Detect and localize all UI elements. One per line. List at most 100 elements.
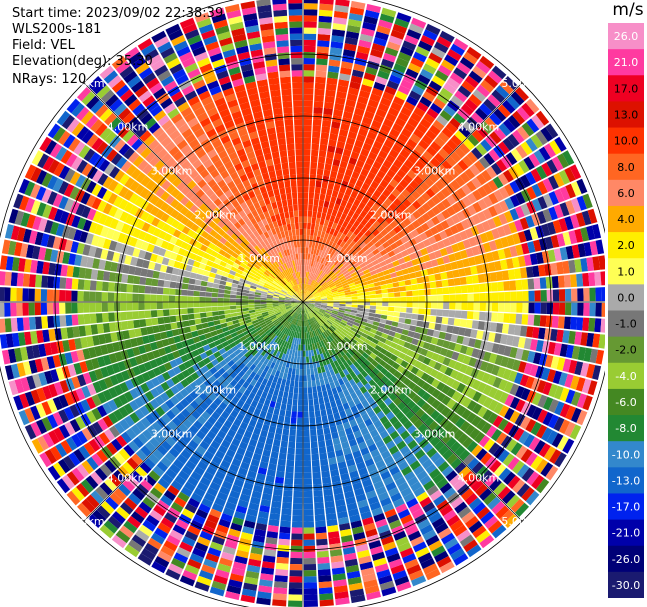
velocity-gate bbox=[417, 423, 428, 434]
velocity-gate bbox=[375, 108, 387, 118]
velocity-gate bbox=[151, 278, 159, 287]
velocity-gate bbox=[47, 276, 55, 289]
velocity-gate bbox=[303, 204, 308, 211]
velocity-gate bbox=[491, 162, 503, 176]
velocity-gate bbox=[438, 264, 447, 273]
velocity-gate bbox=[521, 242, 530, 255]
velocity-gate bbox=[303, 338, 306, 345]
velocity-gate bbox=[484, 474, 498, 487]
velocity-gate bbox=[315, 299, 322, 301]
velocity-gate bbox=[307, 210, 313, 217]
velocity-gate bbox=[352, 113, 363, 122]
velocity-gate bbox=[308, 298, 315, 301]
velocity-gate bbox=[314, 514, 326, 522]
velocity-gate bbox=[188, 278, 196, 285]
velocity-gate bbox=[520, 141, 533, 156]
velocity-gate bbox=[338, 79, 350, 88]
velocity-gate bbox=[41, 316, 49, 329]
velocity-gate bbox=[213, 278, 221, 284]
velocity-gate bbox=[402, 40, 417, 51]
velocity-gate bbox=[412, 210, 422, 220]
velocity-gate bbox=[328, 335, 334, 342]
velocity-gate bbox=[456, 259, 464, 269]
velocity-gate bbox=[559, 387, 570, 402]
velocity-gate bbox=[327, 207, 333, 215]
velocity-gate bbox=[335, 147, 344, 155]
velocity-gate bbox=[389, 430, 400, 440]
velocity-gate bbox=[320, 318, 326, 324]
velocity-gate bbox=[306, 306, 311, 312]
velocity-gate bbox=[421, 392, 431, 402]
velocity-gate bbox=[303, 131, 312, 138]
velocity-gate bbox=[588, 317, 596, 332]
velocity-gate bbox=[218, 310, 225, 316]
velocity-gate bbox=[374, 240, 382, 248]
velocity-gate bbox=[547, 249, 556, 263]
velocity-gate bbox=[305, 338, 308, 345]
velocity-gate bbox=[303, 442, 311, 449]
velocity-gate bbox=[303, 289, 305, 296]
velocity-gate bbox=[286, 459, 295, 467]
velocity-gate bbox=[431, 517, 446, 529]
velocity-gate bbox=[310, 287, 316, 293]
velocity-gate bbox=[348, 282, 356, 287]
velocity-gate bbox=[562, 231, 572, 246]
velocity-gate bbox=[392, 122, 404, 133]
velocity-gate bbox=[293, 356, 298, 363]
velocity-gate bbox=[571, 288, 578, 302]
velocity-gate bbox=[312, 211, 317, 218]
velocity-gate bbox=[371, 120, 382, 129]
velocity-gate bbox=[486, 425, 497, 438]
velocity-gate bbox=[376, 425, 386, 434]
velocity-gate bbox=[342, 376, 349, 384]
velocity-gate bbox=[457, 506, 472, 519]
velocity-gate bbox=[175, 308, 182, 315]
velocity-gate bbox=[139, 319, 147, 328]
velocity-gate bbox=[529, 227, 539, 240]
velocity-gate bbox=[366, 131, 377, 141]
velocity-gate bbox=[546, 369, 557, 383]
velocity-gate bbox=[368, 216, 377, 225]
velocity-gate bbox=[316, 314, 322, 320]
velocity-gate bbox=[308, 192, 315, 199]
velocity-gate bbox=[359, 386, 368, 394]
velocity-gate bbox=[426, 395, 436, 406]
velocity-gate bbox=[314, 223, 320, 231]
velocity-gate bbox=[366, 335, 374, 342]
velocity-gate bbox=[314, 373, 320, 381]
velocity-gate bbox=[455, 417, 466, 429]
velocity-gate bbox=[386, 169, 396, 179]
velocity-gate bbox=[357, 295, 364, 299]
velocity-gate bbox=[52, 302, 60, 315]
velocity-gate bbox=[516, 483, 530, 498]
velocity-gate bbox=[503, 471, 516, 485]
velocity-gate bbox=[315, 416, 322, 424]
velocity-gate bbox=[383, 198, 393, 207]
velocity-gate bbox=[22, 302, 29, 316]
velocity-gate bbox=[364, 366, 372, 375]
velocity-gate bbox=[400, 79, 414, 90]
velocity-gate bbox=[506, 335, 514, 346]
velocity-gate bbox=[248, 299, 255, 302]
velocity-gate bbox=[380, 211, 389, 220]
velocity-gate bbox=[370, 146, 381, 155]
velocity-gate bbox=[170, 322, 178, 330]
velocity-gate bbox=[498, 467, 512, 481]
velocity-gate bbox=[369, 166, 379, 175]
velocity-gate bbox=[4, 287, 11, 302]
velocity-gate bbox=[482, 396, 493, 409]
velocity-gate bbox=[331, 289, 338, 293]
velocity-gate bbox=[379, 164, 389, 174]
velocity-gate bbox=[311, 310, 317, 315]
velocity-gate bbox=[529, 253, 538, 265]
velocity-gate bbox=[289, 380, 295, 387]
velocity-gate bbox=[379, 237, 387, 245]
velocity-gate bbox=[207, 321, 215, 327]
velocity-gate bbox=[389, 383, 398, 393]
velocity-gate bbox=[520, 267, 528, 279]
velocity-gate bbox=[291, 368, 296, 375]
velocity-gate bbox=[211, 297, 218, 302]
velocity-gate bbox=[303, 472, 312, 479]
velocity-gate bbox=[342, 315, 350, 320]
velocity-gate bbox=[355, 101, 367, 111]
